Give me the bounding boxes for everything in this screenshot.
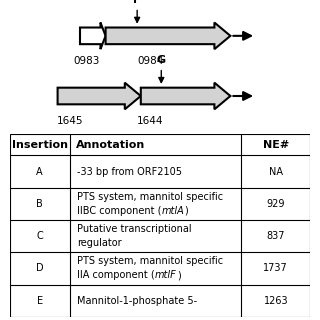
- Text: D: D: [36, 263, 44, 273]
- Text: ): ): [177, 270, 180, 280]
- FancyArrow shape: [106, 22, 230, 49]
- Text: mtlA: mtlA: [162, 206, 185, 216]
- Text: 0983: 0983: [73, 56, 100, 66]
- Text: -33 bp from ORF2105: -33 bp from ORF2105: [77, 166, 182, 177]
- Text: IIA component (: IIA component (: [77, 270, 155, 280]
- Text: regulator: regulator: [77, 238, 122, 248]
- Text: PTS system, mannitol specific: PTS system, mannitol specific: [77, 192, 223, 202]
- Text: F: F: [133, 0, 141, 5]
- Text: G: G: [157, 55, 166, 65]
- Text: mtlF: mtlF: [155, 270, 177, 280]
- Text: 0984: 0984: [137, 56, 164, 66]
- Text: C: C: [36, 231, 43, 241]
- Text: 1263: 1263: [263, 296, 288, 306]
- Text: PTS system, mannitol specific: PTS system, mannitol specific: [77, 256, 223, 266]
- FancyArrow shape: [80, 22, 106, 49]
- Text: NA: NA: [269, 166, 283, 177]
- Text: IIBC component (: IIBC component (: [77, 206, 162, 216]
- Text: 1644: 1644: [137, 116, 164, 126]
- Text: A: A: [36, 166, 43, 177]
- Text: Annotation: Annotation: [76, 140, 145, 150]
- Text: 837: 837: [267, 231, 285, 241]
- Text: NE#: NE#: [263, 140, 289, 150]
- Text: 1737: 1737: [263, 263, 288, 273]
- FancyArrow shape: [58, 83, 141, 109]
- Text: ): ): [185, 206, 188, 216]
- Text: E: E: [36, 296, 43, 306]
- Text: 1645: 1645: [57, 116, 84, 126]
- Text: Mannitol-1-phosphate 5-: Mannitol-1-phosphate 5-: [77, 296, 197, 306]
- Text: Putative transcriptional: Putative transcriptional: [77, 224, 192, 234]
- Text: B: B: [36, 199, 43, 209]
- Text: Insertion: Insertion: [12, 140, 68, 150]
- Text: 929: 929: [267, 199, 285, 209]
- FancyArrow shape: [141, 83, 230, 109]
